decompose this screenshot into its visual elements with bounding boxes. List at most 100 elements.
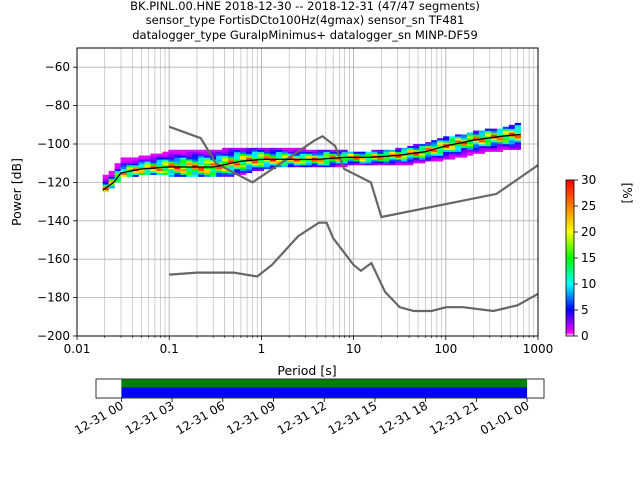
psd-cell bbox=[514, 128, 521, 131]
psd-cell bbox=[341, 163, 348, 166]
psd-cell bbox=[490, 138, 498, 141]
psd-cell bbox=[228, 147, 235, 150]
psd-cell bbox=[389, 157, 396, 160]
psd-cell bbox=[234, 155, 241, 158]
psd-cell bbox=[472, 149, 480, 152]
psd-cell bbox=[114, 178, 121, 181]
psd-cell bbox=[204, 153, 211, 156]
psd-cell bbox=[102, 180, 109, 183]
psd-cell bbox=[162, 153, 169, 156]
psd-cell bbox=[210, 163, 217, 166]
psd-cell bbox=[240, 163, 247, 166]
chart-title: BK.PINL.00.HNE 2018-12-30 -- 2018-12-31 … bbox=[130, 0, 480, 42]
psd-cell bbox=[287, 151, 295, 154]
psd-cell bbox=[257, 161, 265, 164]
psd-cell bbox=[514, 132, 521, 135]
psd-cell bbox=[305, 159, 312, 162]
psd-cell bbox=[365, 159, 372, 162]
psd-cell bbox=[150, 168, 157, 172]
colorbar-label: [%] bbox=[620, 183, 634, 204]
psd-cell bbox=[269, 163, 277, 166]
psd-cell bbox=[150, 172, 157, 175]
psd-cell bbox=[150, 170, 157, 173]
psd-cell bbox=[144, 170, 151, 173]
psd-cell bbox=[180, 149, 187, 152]
psd-cell bbox=[234, 157, 241, 160]
psd-cell bbox=[287, 159, 295, 162]
psd-cell bbox=[371, 153, 378, 156]
psd-cell bbox=[108, 186, 115, 189]
psd-cell bbox=[150, 159, 157, 162]
psd-cell bbox=[365, 163, 372, 166]
psd-cell bbox=[341, 155, 348, 158]
psd-cell bbox=[240, 170, 247, 173]
psd-cell bbox=[156, 161, 163, 164]
psd-cell bbox=[514, 145, 521, 149]
psd-cell bbox=[311, 161, 318, 164]
colorbar-tick-label: 30 bbox=[581, 173, 596, 187]
psd-cell bbox=[174, 159, 181, 162]
psd-cell bbox=[437, 151, 444, 154]
psd-cell bbox=[401, 155, 408, 158]
psd-cell bbox=[407, 161, 414, 164]
time-tick-label: 12-31 12 bbox=[275, 398, 329, 437]
psd-cell bbox=[138, 168, 145, 172]
psd-cell bbox=[162, 168, 169, 172]
psd-cell bbox=[186, 172, 193, 175]
psd-cell bbox=[311, 149, 318, 152]
psd-cell bbox=[275, 151, 283, 154]
psd-cell bbox=[222, 159, 229, 162]
psd-cell bbox=[496, 132, 504, 135]
psd-cell bbox=[472, 147, 480, 150]
psd-cell bbox=[228, 157, 235, 160]
psd-cell bbox=[138, 155, 145, 158]
psd-cell bbox=[228, 165, 235, 168]
psd-cell bbox=[174, 157, 181, 160]
psd-cell bbox=[395, 153, 402, 156]
psd-cell bbox=[472, 132, 480, 135]
psd-cell bbox=[478, 151, 486, 154]
psd-cell bbox=[252, 165, 259, 168]
psd-cell bbox=[126, 168, 133, 172]
psd-cell bbox=[401, 163, 408, 166]
psd-cell bbox=[162, 161, 169, 164]
psd-cell bbox=[305, 151, 312, 154]
psd-cell bbox=[275, 149, 283, 152]
psd-cell bbox=[443, 145, 450, 149]
psd-cell bbox=[383, 153, 390, 156]
psd-cell bbox=[222, 161, 229, 164]
psd-cell bbox=[407, 163, 414, 166]
psd-cell bbox=[180, 161, 187, 164]
y-tick-label: −100 bbox=[37, 137, 70, 151]
psd-cell bbox=[371, 163, 378, 166]
psd-cell bbox=[490, 142, 498, 145]
psd-cell bbox=[228, 153, 235, 156]
psd-cell bbox=[490, 149, 498, 152]
psd-cell bbox=[305, 155, 312, 158]
psd-cell bbox=[514, 122, 521, 125]
psd-cell bbox=[132, 163, 139, 166]
psd-cell bbox=[323, 161, 330, 164]
psd-cell bbox=[502, 136, 510, 139]
coverage-bar-segments bbox=[121, 379, 528, 388]
psd-cell bbox=[275, 161, 283, 164]
psd-cell bbox=[216, 153, 223, 156]
psd-cell bbox=[449, 140, 456, 143]
psd-cell bbox=[353, 161, 360, 164]
psd-cell bbox=[168, 159, 175, 162]
psd-cell bbox=[389, 153, 396, 156]
psd-cell bbox=[395, 161, 402, 164]
x-tick-label: 1 bbox=[258, 342, 266, 356]
psd-cell bbox=[263, 157, 271, 160]
psd-cell bbox=[389, 151, 396, 154]
psd-cell bbox=[108, 176, 115, 179]
psd-cell bbox=[168, 151, 175, 154]
psd-cell bbox=[162, 151, 169, 154]
psd-cell bbox=[371, 151, 378, 154]
psd-cell bbox=[377, 159, 384, 162]
psd-cell bbox=[383, 151, 390, 154]
psd-cell bbox=[490, 147, 498, 150]
psd-cell bbox=[180, 168, 187, 172]
psd-cell bbox=[263, 161, 271, 164]
psd-cell bbox=[431, 151, 438, 154]
